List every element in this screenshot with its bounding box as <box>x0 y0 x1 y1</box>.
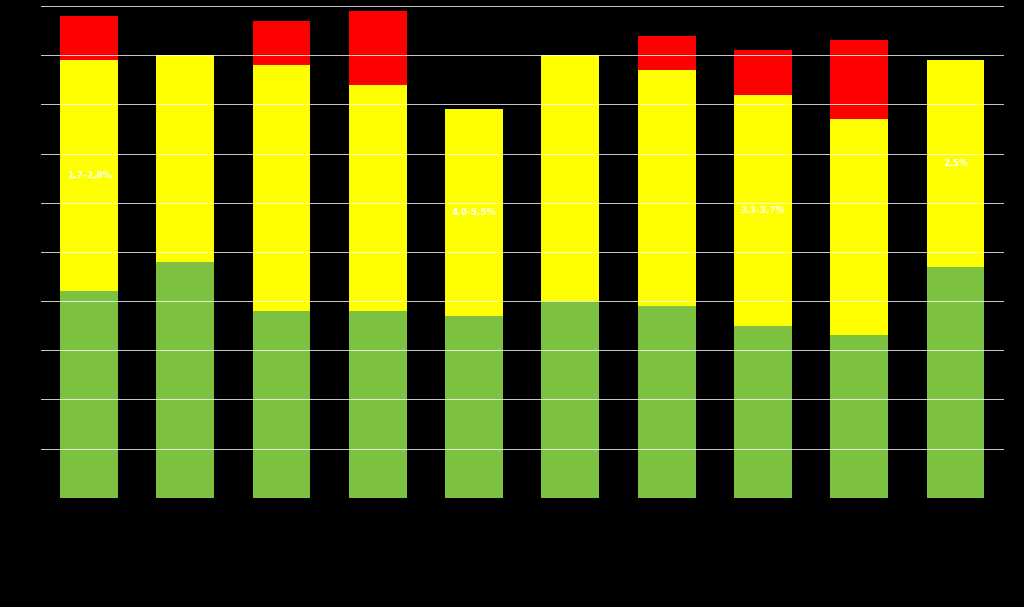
Bar <box>445 109 503 316</box>
Bar <box>542 301 599 498</box>
Bar <box>830 119 888 336</box>
Text: 2,5%: 2,5% <box>943 159 968 168</box>
Bar <box>830 336 888 498</box>
Bar <box>734 95 792 326</box>
Bar <box>253 311 310 498</box>
Bar <box>638 36 695 70</box>
Bar <box>542 55 599 301</box>
Bar <box>349 311 407 498</box>
Bar <box>60 16 118 60</box>
Bar <box>445 316 503 498</box>
Text: 1,7-2,8%: 1,7-2,8% <box>67 171 112 180</box>
Bar <box>638 306 695 498</box>
Bar <box>60 291 118 498</box>
Bar <box>927 266 984 498</box>
Bar <box>638 70 695 306</box>
Bar <box>253 65 310 311</box>
Bar <box>927 60 984 266</box>
Text: 4,0-5,5%: 4,0-5,5% <box>452 208 497 217</box>
Bar <box>734 326 792 498</box>
Text: 3,3-3,7%: 3,3-3,7% <box>740 206 785 215</box>
Bar <box>60 60 118 291</box>
Bar <box>157 262 214 498</box>
Bar <box>157 55 214 262</box>
Bar <box>349 11 407 85</box>
Bar <box>349 85 407 311</box>
Bar <box>734 50 792 95</box>
Bar <box>253 21 310 65</box>
Bar <box>830 41 888 119</box>
Legend: Satisfatório (<1%), Alerta (1% a 3,9%), Risco (≥4%): Satisfatório (<1%), Alerta (1% a 3,9%), … <box>309 606 735 607</box>
